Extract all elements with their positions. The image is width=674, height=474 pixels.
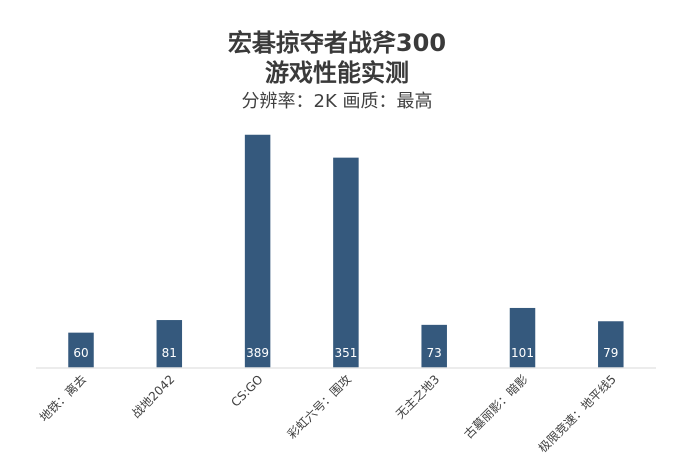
chart-title-line-2: 游戏性能实测 bbox=[265, 59, 409, 87]
bar-1 bbox=[155, 318, 184, 369]
chart-title-line-1: 宏碁掠夺者战斧300 bbox=[227, 29, 447, 57]
category-label-0: 地铁：离去 bbox=[36, 372, 89, 425]
bar-value-label-1: 81 bbox=[162, 346, 177, 360]
bar-4 bbox=[419, 323, 449, 369]
bar-6 bbox=[596, 319, 626, 369]
chart-subtitle: 分辨率：2K 画质：最高 bbox=[241, 91, 433, 112]
bar-value-label-6: 79 bbox=[603, 346, 618, 360]
category-labels-layer: 地铁：离去 战地2042 CS:GO 彩虹六号：围攻 无主之地3 古墓丽影：暗影 极限竞速：… bbox=[36, 372, 619, 456]
category-label-3: 彩虹六号：围攻 bbox=[285, 372, 354, 441]
category-label-4: 无主之地3 bbox=[393, 372, 442, 421]
category-label-1: 战地2042 bbox=[129, 372, 177, 420]
category-label-2: CS:GO bbox=[228, 372, 265, 409]
category-label-5: 古墓丽影：暗影 bbox=[461, 372, 531, 442]
bar-value-label-3: 351 bbox=[334, 346, 357, 360]
bar-value-label-2: 389 bbox=[246, 346, 269, 360]
bar-value-label-0: 60 bbox=[73, 346, 88, 360]
category-label-6: 极限竞速：地平线5 bbox=[536, 372, 619, 455]
bar-value-label-5: 101 bbox=[511, 346, 534, 360]
bars-layer: 60 81 389 351 73 101 79 bbox=[66, 133, 626, 369]
bar-3 bbox=[331, 156, 361, 369]
bar-5 bbox=[508, 306, 537, 369]
bar-value-label-4: 73 bbox=[427, 346, 442, 360]
bar-2 bbox=[243, 133, 272, 369]
bar-0 bbox=[66, 331, 96, 369]
